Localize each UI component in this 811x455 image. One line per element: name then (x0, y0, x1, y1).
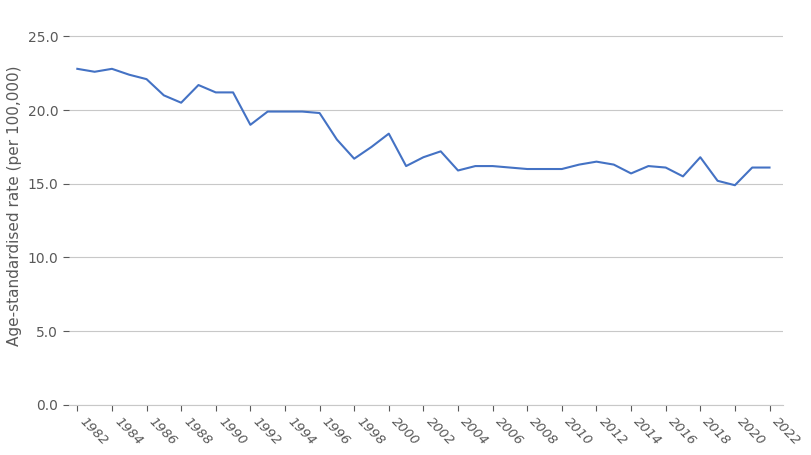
Y-axis label: Age-standardised rate (per 100,000): Age-standardised rate (per 100,000) (7, 66, 22, 346)
